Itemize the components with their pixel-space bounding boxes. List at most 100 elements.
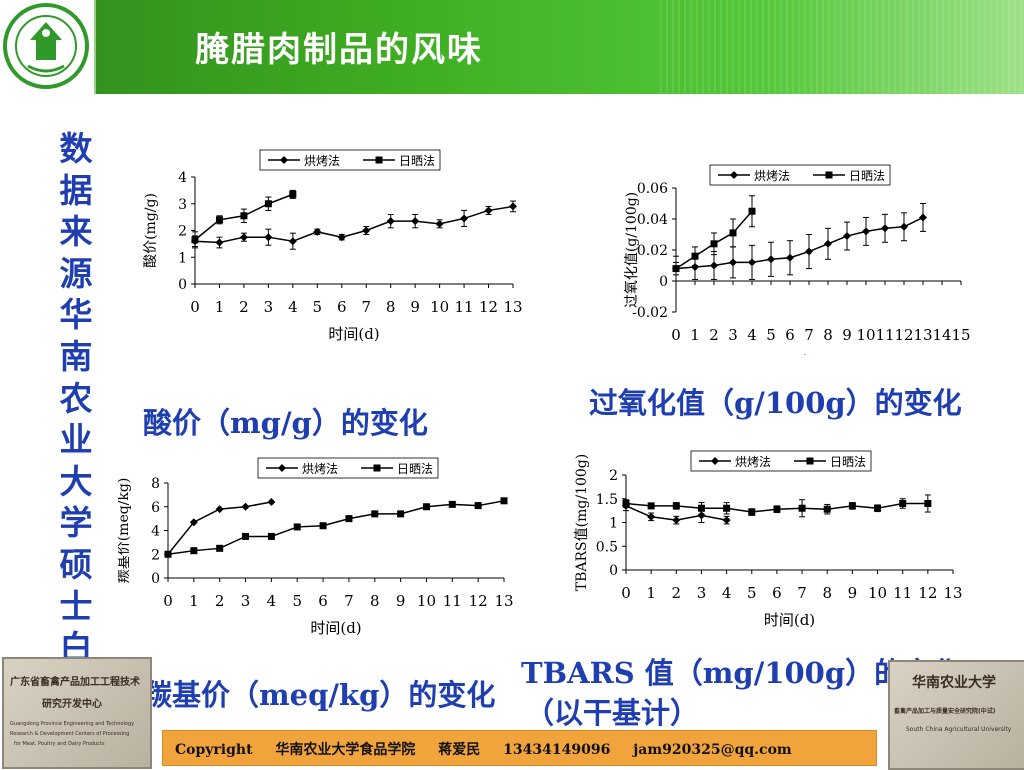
acid-series-0-point xyxy=(264,233,273,242)
carbonyl-y-tick-label: 6 xyxy=(151,500,160,516)
carbonyl-series-1-point xyxy=(242,532,250,540)
peroxide-y-tick-label: 0.02 xyxy=(637,243,668,259)
acid-x-tick-label: 11 xyxy=(455,298,474,316)
peroxide-series-0-point xyxy=(748,258,756,267)
carbonyl-x-tick-label: 13 xyxy=(494,592,513,610)
acid-legend-box xyxy=(259,149,441,171)
acid-value-chart: 012340 1 2 3 4 5 6 7 8 9 10 11 12 13时间(d)酸价(mg/g)烘烤法日… xyxy=(143,149,523,343)
carbonyl-x-tick-label: 12 xyxy=(469,592,488,610)
carbonyl-series-0-point xyxy=(267,498,276,506)
acid-legend-marker xyxy=(280,156,288,164)
acid-series-0-point xyxy=(484,206,493,215)
acid-series-0-point xyxy=(215,238,224,247)
plaque-left-line5: for Meat, Poultry and Dairy Products xyxy=(14,741,105,747)
peroxide-y-tick-label: 0 xyxy=(659,274,668,290)
carbonyl-series-0-point xyxy=(215,505,224,514)
peroxide-series-0-point xyxy=(767,255,775,264)
peroxide-series-1-point xyxy=(729,229,737,237)
tbars-series-1-point xyxy=(874,504,882,512)
acid-series-1-point xyxy=(264,200,272,208)
peroxide-series-0-point xyxy=(900,222,908,231)
carbonyl-series-1-point xyxy=(448,500,456,508)
carbonyl-x-tick-label: 1 xyxy=(189,592,199,610)
acid-series-0-point xyxy=(386,217,395,226)
peroxide-x-tick-label: 13 xyxy=(913,326,932,344)
peroxide-y-tick-label: 0.06 xyxy=(637,181,668,197)
acid-legend-marker xyxy=(375,156,383,164)
carbonyl-y-tick-label: 8 xyxy=(151,476,160,492)
peroxide-series-1-point xyxy=(710,240,718,248)
carbonyl-series-1-point xyxy=(345,515,353,523)
carbonyl-series-1-point xyxy=(164,550,172,558)
carbonyl-x-tick-label: 3 xyxy=(241,592,251,610)
acid-x-tick-label: 6 xyxy=(337,298,347,316)
carbonyl-y-tick-label: 2 xyxy=(151,547,160,563)
peroxide-x-tick-label: 10 xyxy=(856,326,875,344)
carbonyl-series-1-point xyxy=(422,503,430,511)
acid-y-tick-label: 2 xyxy=(178,224,187,240)
peroxide-series-0-point xyxy=(691,263,699,272)
tbars-caption-line2: （以干基计） xyxy=(525,696,700,730)
peroxide-legend-marker xyxy=(825,171,833,179)
tbars-x-tick-label: 5 xyxy=(747,584,757,602)
carbonyl-y-axis-label: 羰基价(meq/kg) xyxy=(118,478,132,584)
tbars-y-tick-label: 0 xyxy=(609,563,618,579)
peroxide-x-tick-label: 5 xyxy=(766,326,776,344)
acid-series-0-point xyxy=(509,202,517,211)
peroxide-x-tick-label: 3 xyxy=(728,326,738,344)
carbonyl-x-tick-label: 11 xyxy=(443,592,462,610)
peroxide-series-0-point xyxy=(786,253,794,262)
peroxide-series-0-point xyxy=(919,213,927,222)
peroxide-legend-label: 烘烤法 xyxy=(754,168,790,183)
acid-series-0-point xyxy=(435,219,444,228)
peroxide-x-tick-label: 6 xyxy=(785,326,795,344)
acid-y-tick-label: 3 xyxy=(178,197,187,213)
tbars-series-1-point xyxy=(672,502,680,510)
tbars-series-1-point xyxy=(798,504,806,512)
peroxide-x-axis-label: 时间(d) xyxy=(793,353,844,355)
tbars-series-0-point xyxy=(722,516,731,525)
peroxide-legend-marker xyxy=(730,171,738,179)
tbars-series-1-point xyxy=(848,502,856,510)
acid-y-tick-label: 4 xyxy=(178,170,187,186)
tbars-series-1-point xyxy=(823,505,831,513)
carbonyl-series-1-line xyxy=(167,500,505,555)
carbonyl-legend-marker xyxy=(278,464,286,472)
acid-series-0-point xyxy=(288,237,297,246)
peroxide-x-tick-label: 9 xyxy=(842,326,852,344)
tbars-legend-label: 烘烤法 xyxy=(735,454,771,469)
acid-y-tick-label: 0 xyxy=(178,277,187,293)
carbonyl-series-1-point xyxy=(500,497,508,505)
tbars-series-1-point xyxy=(748,508,756,516)
plaque-left-line4: Research & Development Centers of Proces… xyxy=(10,731,130,737)
peroxide-legend-box xyxy=(709,164,891,186)
acid-x-tick-label: 2 xyxy=(239,298,249,316)
plaque-left-line2: 研究开发中心 xyxy=(42,699,102,710)
carbonyl-x-tick-label: 6 xyxy=(318,592,328,610)
page-title: 腌腊肉制品的风味 xyxy=(195,30,483,70)
footer-copyright: Copyright xyxy=(175,742,253,758)
peroxide-x-tick-label: 1 xyxy=(690,326,700,344)
carbonyl-series-0-point xyxy=(189,518,198,527)
carbonyl-x-tick-label: 9 xyxy=(396,592,406,610)
header-bar xyxy=(0,0,1024,94)
peroxide-series-0-point xyxy=(843,232,851,241)
carbonyl-value-caption: 羰基价（meq/kg）的变化 xyxy=(143,678,496,712)
tbars-series-0-point xyxy=(697,511,706,520)
carbonyl-x-axis-label: 时间(d) xyxy=(310,619,361,637)
peroxide-series-0-point xyxy=(729,258,737,267)
carbonyl-x-tick-label: 7 xyxy=(344,592,354,610)
acid-legend-label: 烘烤法 xyxy=(304,153,340,168)
tbars-series-0-point xyxy=(672,516,681,525)
peroxide-x-tick-label: 11 xyxy=(875,326,894,344)
acid-x-tick-label: 5 xyxy=(313,298,323,316)
tbars-legend-label: 日晒法 xyxy=(830,455,866,469)
carbonyl-y-tick-label: 0 xyxy=(151,571,160,587)
tbars-x-tick-label: 12 xyxy=(918,584,937,602)
acid-x-tick-label: 13 xyxy=(503,298,522,316)
acid-series-0-point xyxy=(411,217,420,226)
tbars-y-tick-label: 2 xyxy=(609,468,618,484)
carbonyl-series-0-point xyxy=(241,502,250,511)
acid-x-tick-label: 10 xyxy=(430,298,449,316)
peroxide-series-0-point xyxy=(881,224,889,233)
